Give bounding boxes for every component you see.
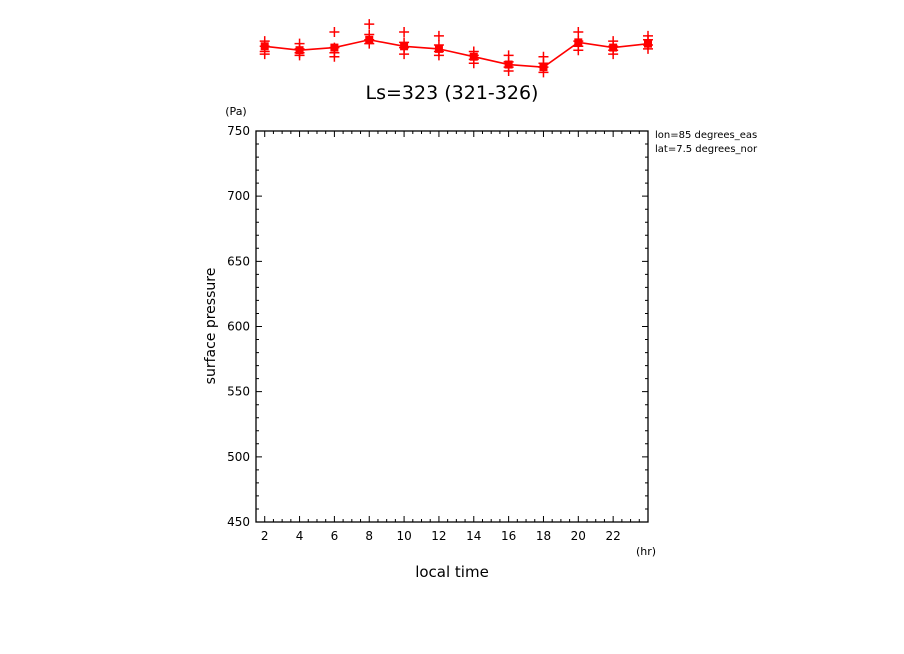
x-unit-label: (hr) bbox=[636, 545, 656, 558]
y-tick-label: 650 bbox=[227, 254, 250, 268]
y-tick-label: 600 bbox=[227, 320, 250, 334]
plus-marker bbox=[433, 50, 444, 61]
annotation-lat: lat=7.5 degrees_nor bbox=[655, 144, 758, 155]
plus-marker bbox=[329, 26, 340, 37]
plus-marker bbox=[294, 50, 305, 61]
x-tick-label: 22 bbox=[606, 529, 621, 543]
ticks-layer: 450 500 550 600 650 700 750 2 4 6 8 10 12 14 16 18 20 22 bbox=[227, 124, 649, 543]
x-tick-label: 6 bbox=[331, 529, 339, 543]
x-tick-label: 12 bbox=[431, 529, 446, 543]
plus-marker bbox=[608, 49, 619, 60]
x-tick-label: 4 bbox=[296, 529, 304, 543]
plus-marker bbox=[643, 43, 653, 54]
y-axis-label: surface pressure bbox=[203, 268, 219, 385]
plot-frame bbox=[255, 130, 649, 523]
plus-marker bbox=[364, 19, 375, 30]
annotation-lon: lon=85 degrees_eas bbox=[655, 130, 757, 141]
y-tick-label: 700 bbox=[227, 189, 250, 203]
plus-marker bbox=[573, 26, 584, 37]
plus-marker bbox=[259, 49, 270, 60]
x-tick-label: 8 bbox=[365, 529, 373, 543]
plus-marker bbox=[573, 45, 584, 56]
x-tick-label: 10 bbox=[396, 529, 411, 543]
plus-marker bbox=[468, 58, 479, 69]
y-tick-label: 550 bbox=[227, 385, 250, 399]
x-tick-label: 14 bbox=[466, 529, 481, 543]
y-unit-label: (Pa) bbox=[225, 105, 246, 118]
plus-marker bbox=[364, 38, 375, 49]
plus-marker bbox=[503, 66, 514, 77]
y-tick-label: 500 bbox=[227, 450, 250, 464]
x-axis-label: local time bbox=[415, 563, 489, 581]
x-tick-label: 18 bbox=[536, 529, 551, 543]
series-layer bbox=[259, 19, 653, 78]
plus-marker bbox=[399, 26, 410, 37]
y-tick-label: 450 bbox=[227, 515, 250, 529]
y-tick-label: 750 bbox=[227, 124, 250, 138]
x-tick-label: 2 bbox=[261, 529, 269, 543]
plus-marker bbox=[538, 67, 549, 78]
chart-title: Ls=323 (321-326) bbox=[366, 82, 539, 104]
plus-marker bbox=[399, 49, 410, 60]
mean-line bbox=[264, 38, 649, 68]
plus-marker bbox=[329, 51, 340, 62]
x-tick-label: 16 bbox=[501, 529, 516, 543]
x-tick-label: 20 bbox=[571, 529, 586, 543]
plus-marker bbox=[433, 30, 444, 41]
